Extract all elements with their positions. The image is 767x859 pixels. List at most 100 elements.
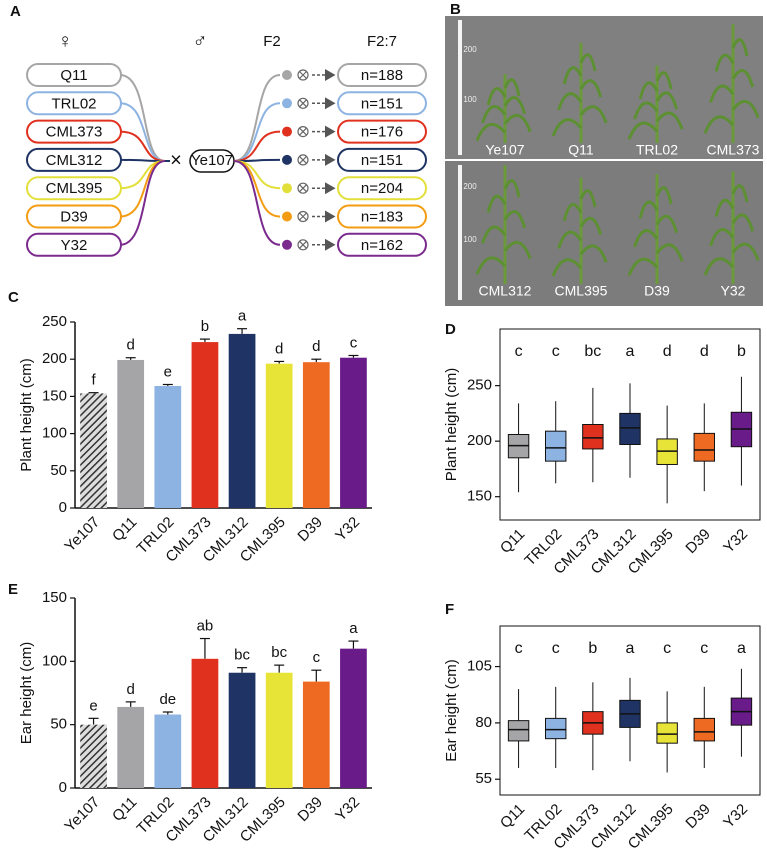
parent-box (26, 119, 122, 144)
plant-leaf (579, 79, 603, 98)
bar (191, 658, 219, 788)
y-tick-label: 80 (475, 714, 492, 731)
scale-tick: 100 (463, 235, 477, 244)
plant-leaf (731, 69, 755, 88)
significance-letter: ab (197, 618, 214, 635)
y-tick-label: 50 (50, 716, 67, 733)
plant-leaf (731, 38, 749, 57)
plant-leaf (633, 229, 659, 248)
x-tick-label: Y32 (720, 526, 751, 557)
significance-letter: b (737, 343, 746, 360)
genotype-label: Y32 (721, 283, 746, 299)
f2-dot (282, 154, 292, 165)
box (656, 722, 678, 744)
significance-letter: c (700, 640, 708, 657)
population-size: n=162 (361, 237, 403, 254)
x-tick-label: D39 (294, 514, 325, 545)
cross-line (119, 130, 166, 162)
plant-leaf (627, 121, 659, 140)
y-tick-label: 55 (475, 770, 492, 787)
population-size: n=151 (361, 95, 403, 112)
significance-letter: d (663, 343, 672, 360)
plant-leaf (579, 189, 597, 208)
x-tick-label: D39 (294, 794, 325, 825)
plant-leaf (475, 256, 507, 275)
cross-line (119, 74, 166, 162)
f2-dot (282, 126, 292, 137)
bar (302, 681, 330, 788)
selfing (297, 239, 309, 251)
plant-leaf (551, 258, 583, 277)
scale-tick: 100 (463, 95, 477, 104)
selfing-x (299, 127, 307, 136)
cross-symbol: × (170, 149, 182, 171)
plot-frame (499, 625, 761, 796)
genotype-label: D39 (644, 283, 670, 299)
plant-leaf (714, 53, 735, 72)
f2-line (233, 74, 281, 162)
significance-letter: c (515, 343, 523, 360)
significance-letter: c (313, 649, 321, 666)
box (619, 412, 641, 445)
panel-label: A (10, 3, 21, 20)
parent-name: CML312 (46, 152, 103, 169)
y-axis-label: Plant height (cm) (443, 368, 460, 481)
plant-leaf (655, 243, 684, 262)
plant-leaf (638, 200, 659, 219)
population-size: n=183 (361, 208, 403, 225)
significance-letter: d (275, 340, 283, 357)
significance-letter: c (515, 640, 523, 657)
plant-leaf (579, 53, 597, 72)
f2-line (233, 160, 281, 190)
parent-box (26, 232, 122, 257)
panel-label: D (445, 321, 456, 338)
f2-header: F2 (263, 33, 281, 50)
panel-label: B (450, 1, 461, 18)
parent-box (26, 147, 122, 172)
f2-line (233, 130, 281, 162)
plant-leaf (703, 115, 735, 134)
parent-name: TRL02 (51, 95, 96, 112)
y-tick-label: 105 (467, 658, 492, 675)
significance-letter: e (164, 363, 172, 380)
bar (302, 362, 330, 508)
selfing (297, 69, 309, 81)
bar (265, 363, 293, 508)
x-tick-label: Ye107 (61, 514, 103, 556)
plant-leaf (731, 213, 755, 232)
genotype-label: CML395 (555, 283, 608, 299)
plant-leaf (503, 210, 527, 229)
f27-header: F2:7 (367, 33, 397, 50)
male-parent: Ye107 (191, 152, 233, 169)
plant-leaf (503, 78, 521, 97)
plant-leaf (655, 91, 679, 110)
bar (340, 648, 367, 788)
significance-letter: c (663, 640, 671, 657)
selfing-x (299, 240, 307, 249)
parent-name: CML373 (46, 124, 103, 141)
f2-line (233, 160, 281, 218)
significance-letter: bc (584, 343, 601, 360)
significance-letter: d (127, 681, 135, 698)
plant-leaf (655, 186, 673, 205)
genotype-label: Ye107 (485, 142, 524, 158)
box (545, 430, 567, 462)
y-tick-label: 0 (59, 779, 67, 796)
significance-letter: d (127, 337, 135, 354)
f2-line (233, 102, 281, 162)
significance-letter: c (552, 343, 560, 360)
significance-letter: bc (234, 647, 250, 664)
parent-name: Y32 (61, 237, 88, 254)
plant-leaf (562, 203, 583, 222)
x-tick-label: Y32 (332, 514, 363, 545)
cross-line (119, 160, 166, 246)
population-box (337, 204, 427, 229)
f2-line (233, 160, 281, 246)
panel-label: F (445, 601, 454, 618)
cross-line (119, 160, 166, 190)
significance-letter: f (91, 372, 96, 389)
plant-leaf (714, 198, 735, 217)
female-symbol: ♀ (58, 30, 73, 52)
